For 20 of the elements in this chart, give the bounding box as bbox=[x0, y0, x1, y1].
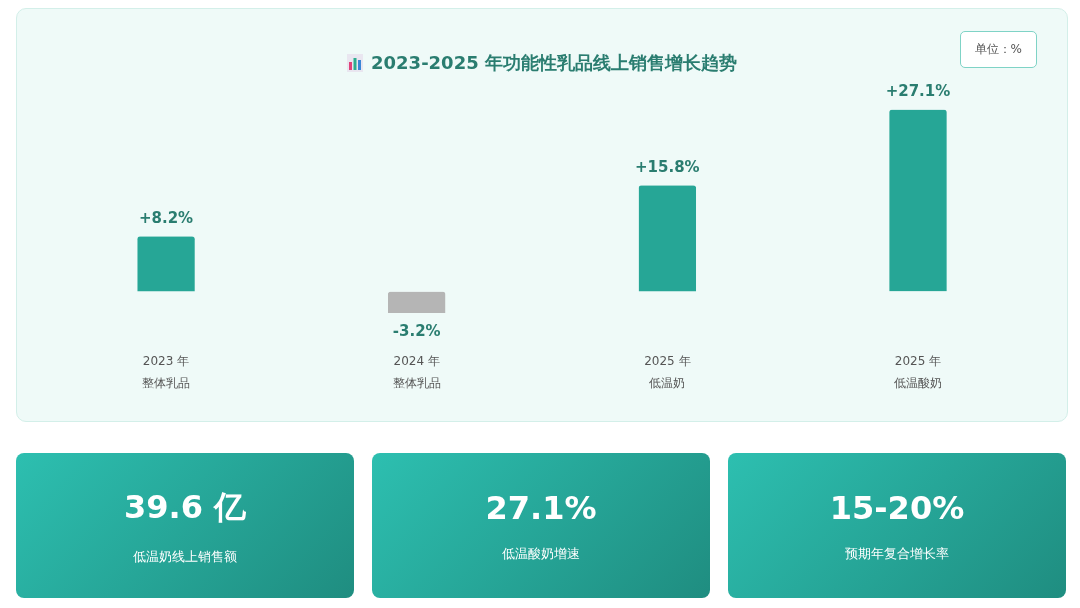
text: 预期年复合增长率 bbox=[845, 544, 949, 563]
data-label: +8.2% bbox=[138, 209, 194, 228]
text: 27.1% bbox=[485, 488, 597, 527]
x-tick-label: 2025 年低温奶 bbox=[644, 353, 691, 390]
text: 低温奶线上销售额 bbox=[133, 547, 237, 566]
text: 39.6 亿 bbox=[123, 486, 247, 528]
data-label: +15.8% bbox=[635, 158, 700, 177]
x-tick-label: 2025 年低温酸奶 bbox=[893, 353, 942, 390]
x-tick-label: 2023 年整体乳品 bbox=[142, 353, 191, 390]
bar bbox=[889, 109, 947, 292]
bar bbox=[137, 236, 195, 292]
bar bbox=[638, 185, 697, 292]
chart-title: 2023-2025 年功能性乳品线上销售增长趋势 bbox=[371, 51, 737, 75]
text: 低温酸奶增速 bbox=[502, 544, 580, 563]
data-label: -3.2% bbox=[392, 321, 441, 340]
x-tick-label: 2024 年整体乳品 bbox=[392, 353, 441, 390]
text: 15-20% bbox=[829, 488, 965, 527]
bar bbox=[387, 291, 446, 313]
data-label: +27.1% bbox=[885, 82, 951, 101]
text: 单位：% bbox=[959, 31, 1037, 68]
